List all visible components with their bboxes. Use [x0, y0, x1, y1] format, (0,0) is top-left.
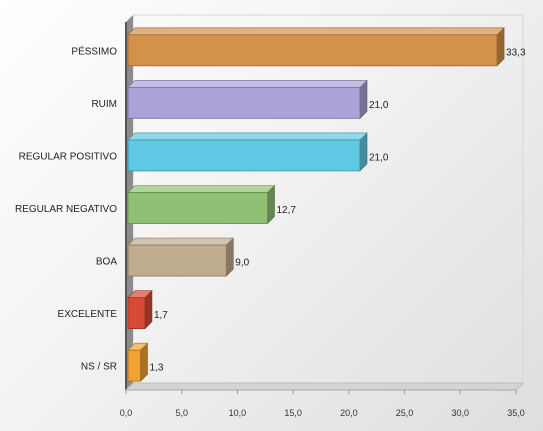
bar-3 [127, 132, 368, 172]
value-label: 9,0 [235, 258, 249, 269]
bar-top-face [127, 27, 505, 36]
category-label: NS / SR [81, 362, 117, 373]
category-label: PÉSSIMO [71, 44, 117, 57]
bar-1 [127, 27, 505, 67]
x-tick-label: 25,0 [396, 408, 414, 418]
bar-front-face [127, 297, 146, 330]
category-labels: PÉSSIMO RUIM REGULAR POSITIVO REGULAR NEGAT… [15, 44, 117, 372]
bar-front-face [127, 349, 141, 382]
bar-front-face [127, 244, 227, 277]
bar-6 [127, 289, 153, 330]
bar-4 [127, 184, 276, 225]
x-tick-label: 35,0 [507, 408, 525, 418]
chart-floor [124, 382, 525, 391]
bar-top-face [127, 185, 276, 193]
bar-front-face [127, 86, 361, 119]
bar-front-face [127, 139, 361, 172]
value-label: 1,3 [149, 363, 163, 374]
value-label: 21,0 [369, 100, 389, 111]
category-label: BOA [96, 257, 117, 268]
value-label: 21,0 [369, 152, 389, 163]
bar-2 [127, 79, 368, 120]
bar-5 [127, 237, 235, 277]
bar-top-face [127, 237, 235, 246]
x-axis-ticks: 0,0 5,0 10,0 15,0 20,0 25,0 30,0 35,0 [120, 390, 525, 418]
category-label: EXCELENTE [58, 309, 118, 320]
value-label: 1,7 [154, 310, 168, 321]
value-labels: 33,3 21,0 21,0 12,7 9,0 1,7 1,3 [149, 47, 525, 373]
x-tick-label: 30,0 [452, 408, 470, 418]
category-label: REGULAR POSITIVO [19, 151, 118, 162]
bar-top-face [127, 132, 368, 141]
bar-top-face [127, 80, 368, 88]
category-label: REGULAR NEGATIVO [15, 204, 117, 215]
value-label: 12,7 [277, 205, 297, 216]
x-tick-label: 0,0 [120, 408, 133, 418]
x-tick-label: 5,0 [175, 408, 188, 418]
bar-front-face [127, 34, 498, 67]
value-label: 33,3 [506, 47, 526, 58]
bar-front-face [127, 192, 268, 224]
x-tick-label: 15,0 [284, 408, 302, 418]
category-label: RUIM [91, 99, 117, 110]
x-tick-label: 20,0 [340, 408, 358, 418]
bars-group [127, 27, 505, 382]
bar-7 [127, 342, 149, 382]
x-tick-label: 10,0 [229, 408, 247, 418]
